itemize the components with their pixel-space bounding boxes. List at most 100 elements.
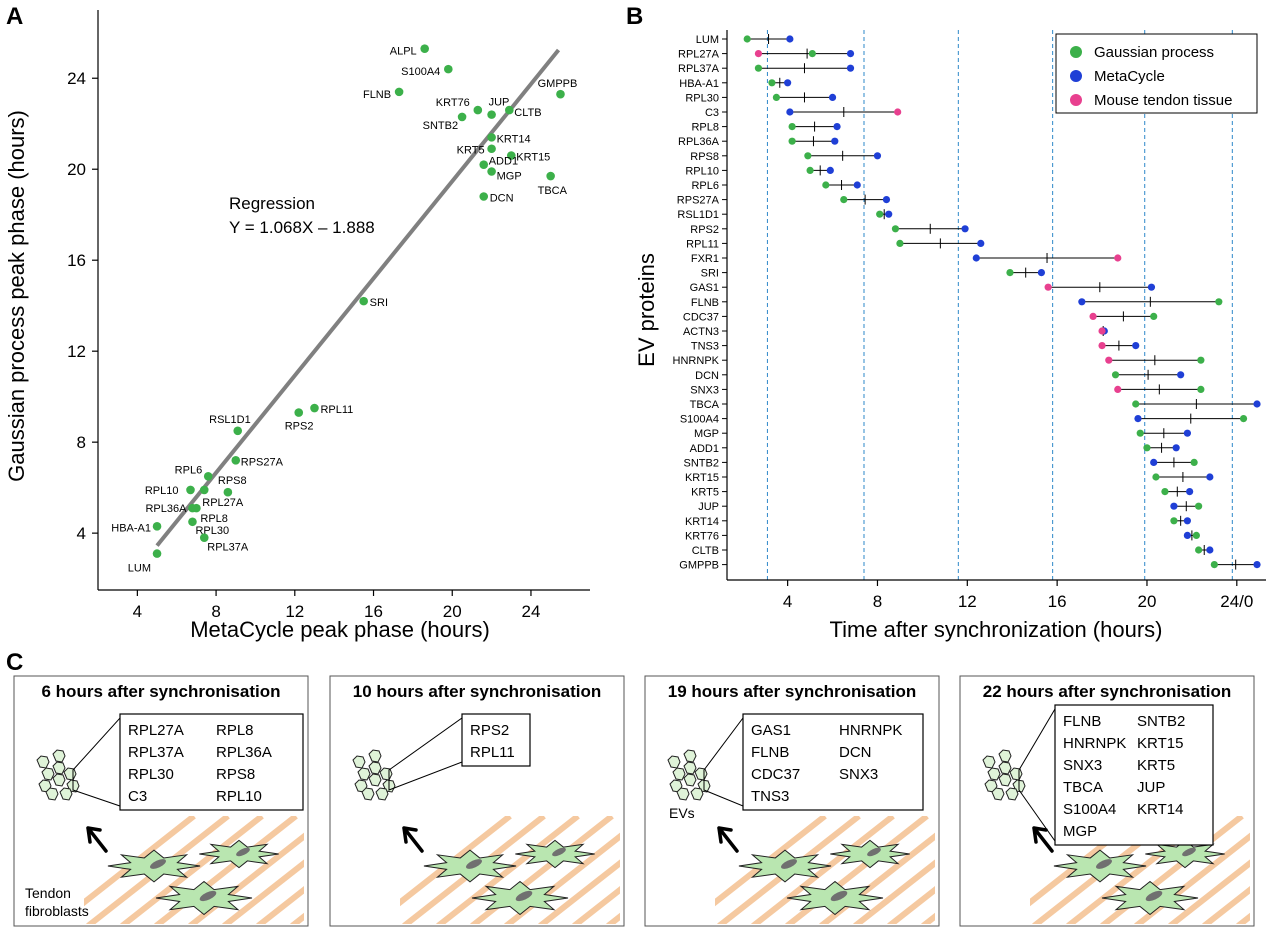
point-label-flnb: FLNB (363, 89, 391, 101)
gaussian-point-jup (1195, 502, 1203, 510)
b-y-tick-label: RPS27A (677, 195, 720, 207)
ev-vesicle (52, 773, 66, 787)
gaussian-point-gmppb (1210, 561, 1218, 569)
b-y-tick-label: KRT76 (685, 530, 719, 542)
protein-name: SNTB2 (1137, 713, 1185, 730)
ev-vesicle (984, 779, 998, 793)
gaussian-point-lum (743, 35, 751, 43)
point-label-rpl36a: RPL36A (145, 503, 187, 515)
schematic-box-3: 19 hours after synchronisation GAS1 FLNB CD… (644, 675, 940, 927)
tissue-point-tns3 (1098, 342, 1106, 350)
point-rpl10 (186, 485, 195, 495)
metacycle-point-rpl11 (977, 239, 985, 247)
gaussian-point-rpl10 (806, 166, 814, 174)
release-arrow (717, 826, 739, 853)
b-y-tick-label: RPL30 (685, 92, 719, 104)
point-label-krt14: KRT14 (497, 133, 531, 145)
b-y-tick-label: RPL36A (678, 136, 720, 148)
point-sri (359, 296, 368, 306)
metacycle-point-rpl27a (846, 50, 855, 58)
point-label-rps8: RPS8 (218, 475, 247, 487)
tissue-point-snx3 (1114, 385, 1122, 393)
metacycle-point-mgp (1183, 429, 1191, 437)
ev-vesicle (991, 787, 1005, 801)
cell-nucleus (466, 859, 482, 869)
point-gmppb (556, 89, 565, 99)
gaussian-point-s100a4 (1239, 415, 1248, 423)
gaussian-point-rpl6 (822, 181, 830, 189)
regression-line (155, 48, 561, 547)
metacycle-point-rpl8 (833, 123, 841, 131)
collagen-fibre (436, 816, 580, 924)
point-rps2 (294, 408, 304, 417)
b-y-axis-label: EV proteins (634, 253, 659, 367)
b-y-tick-label: TBCA (690, 399, 720, 411)
gaussian-point-rsl1d1 (876, 210, 884, 218)
gaussian-point-add1 (1143, 444, 1151, 452)
b-y-tick-label: SNTB2 (684, 457, 719, 469)
schematic-title: 22 hours after synchronisation (983, 682, 1231, 701)
panel-label-c: C (6, 649, 23, 676)
b-y-tick-label: GAS1 (690, 282, 719, 294)
gaussian-point-rps2 (891, 225, 900, 233)
point-s100a4 (444, 64, 453, 74)
tissue-point-c3 (894, 108, 902, 116)
metacycle-point-dcn (1177, 371, 1185, 379)
point-label-hba-a1: HBA-A1 (111, 522, 151, 534)
ev-vesicle (676, 787, 690, 801)
ev-vesicle (998, 761, 1012, 775)
tissue-point-fxr1 (1114, 254, 1122, 262)
protein-name: HNRNPK (1063, 735, 1126, 752)
b-y-tick-label: RSL1D1 (677, 209, 719, 221)
metacycle-point-rps2 (961, 225, 969, 233)
gaussian-point-rps27a (840, 196, 848, 204)
point-rpl37a (199, 533, 209, 542)
a-x-tick-label: 12 (285, 602, 304, 621)
b-y-tick-label: GMPPB (679, 560, 719, 572)
b-y-tick-label: ACTN3 (683, 326, 719, 338)
gaussian-point-mgp (1136, 429, 1144, 437)
ev-vesicle (52, 761, 66, 775)
b-y-tick-label: LUM (696, 34, 719, 46)
b-y-tick-label: KRT14 (685, 516, 719, 528)
legend-label-1: MetaCycle (1094, 68, 1165, 85)
b-y-tick-label: RPL8 (691, 122, 719, 134)
gaussian-point-krt15 (1152, 473, 1160, 481)
ev-vesicle (38, 779, 52, 793)
point-krt14 (487, 133, 496, 142)
b-y-tick-label: RPL10 (685, 165, 719, 177)
b-y-tick-label: DCN (695, 370, 719, 382)
collagen-fibre (572, 886, 620, 924)
b-x-tick-label: 12 (958, 592, 977, 611)
gaussian-point-rpl37a (754, 64, 763, 72)
gaussian-point-rps8 (804, 152, 812, 160)
regression-equation: Y = 1.068X – 1.888 (229, 218, 375, 237)
b-y-tick-label: SRI (701, 268, 719, 280)
b-y-tick-label: JUP (698, 501, 719, 513)
point-rpl11 (310, 403, 319, 413)
point-label-add1: ADD1 (489, 156, 518, 168)
schematic-panel: 6 hours after synchronisation RPL27A RPL37… (13, 675, 1255, 927)
protein-name: C3 (128, 788, 147, 805)
point-label-rpl37a: RPL37A (207, 542, 249, 554)
a-x-tick-label: 24 (521, 602, 540, 621)
protein-name: RPS2 (470, 722, 509, 739)
point-label-tbca: TBCA (538, 185, 568, 197)
point-tbca (546, 171, 555, 181)
metacycle-point-krt5 (1186, 488, 1194, 496)
point-label-rpl27a: RPL27A (202, 497, 244, 509)
protein-list-box (742, 713, 924, 811)
gaussian-point-rpl36a (788, 137, 796, 145)
metacycle-point-krt76 (1183, 531, 1191, 540)
point-label-gmppb: GMPPB (538, 78, 578, 90)
a-x-tick-label: 8 (211, 602, 220, 621)
protein-name: S100A4 (1063, 801, 1116, 818)
collagen-fibre (1202, 886, 1250, 924)
panel-label-a: A (6, 3, 23, 30)
b-y-tick-label: KRT5 (691, 487, 719, 499)
collagen-fibre (400, 816, 512, 907)
protein-name: FLNB (1063, 713, 1101, 730)
ev-vesicle (1005, 787, 1019, 801)
panel-label-b: B (626, 3, 643, 30)
